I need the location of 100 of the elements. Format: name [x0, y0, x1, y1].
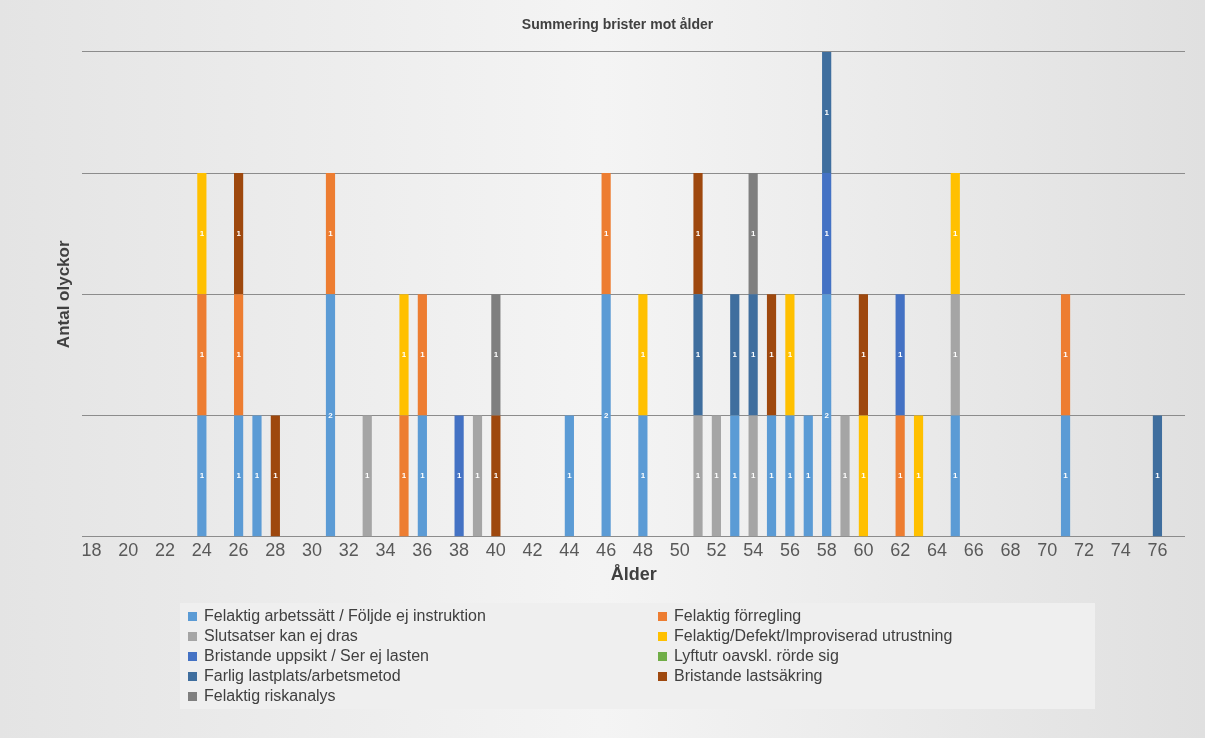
data-label: 1 [953, 471, 959, 481]
bar [730, 415, 740, 537]
data-label: 1 [824, 228, 830, 238]
bar [601, 173, 611, 295]
bar [1060, 294, 1071, 416]
x-tick-label: 28 [265, 539, 286, 560]
x-tick-label: 48 [632, 539, 653, 560]
data-label: 1 [493, 471, 499, 481]
bar [785, 415, 795, 537]
data-label: 1 [1063, 350, 1069, 360]
data-label: 1 [714, 471, 720, 481]
data-label: 1 [199, 350, 205, 360]
x-tick-label: 68 [1000, 539, 1021, 560]
data-label: 2 [603, 410, 609, 420]
bar [822, 294, 832, 537]
data-label: 1 [861, 350, 867, 360]
data-label: 1 [420, 471, 426, 481]
x-tick-label: 36 [412, 539, 433, 560]
data-label: 1 [493, 350, 499, 360]
data-label: 1 [567, 471, 573, 481]
legend-label: Felaktig förregling [674, 607, 802, 625]
legend-label: Felaktig riskanalys [204, 687, 336, 705]
legend-label: Slutsatser kan ej dras [204, 627, 358, 645]
y-axis-title: Antal olyckor [53, 240, 73, 349]
bar [950, 294, 960, 416]
data-label: 1 [897, 350, 903, 360]
bar [638, 294, 648, 416]
x-tick-label: 44 [559, 539, 580, 560]
bar [785, 294, 795, 416]
bar [822, 173, 832, 295]
bar [325, 173, 336, 295]
data-label: 1 [787, 350, 793, 360]
bar [325, 294, 336, 537]
data-label: 1 [328, 228, 334, 238]
bar [601, 294, 611, 537]
bar [638, 415, 648, 537]
bar [748, 415, 758, 537]
data-label: 1 [750, 350, 756, 360]
bar [822, 51, 832, 174]
bar [234, 173, 244, 295]
x-tick-label: 76 [1147, 539, 1168, 560]
data-label: 1 [953, 228, 959, 238]
x-tick-label: 22 [155, 539, 176, 560]
bar [858, 415, 868, 537]
data-label: 1 [1063, 471, 1069, 481]
data-label: 1 [787, 471, 793, 481]
bar [491, 294, 501, 416]
chart-title: Summering brister mot ålder [521, 16, 714, 33]
data-label: 1 [475, 471, 481, 481]
x-tick-label: 18 [81, 539, 102, 560]
data-label: 1 [640, 350, 646, 360]
data-label: 1 [916, 471, 922, 481]
bar [472, 415, 483, 537]
data-label: 1 [199, 228, 205, 238]
bar [766, 415, 777, 537]
data-label: 1 [750, 228, 756, 238]
bar [766, 294, 777, 416]
legend-label: Bristande uppsikt / Ser ej lasten [204, 647, 430, 665]
data-label: 1 [695, 471, 701, 481]
legend-label: Bristande lastsäkring [674, 667, 823, 685]
x-tick-label: 50 [669, 539, 690, 560]
bar [895, 294, 905, 416]
bar [913, 415, 924, 537]
data-label: 1 [236, 471, 242, 481]
bar [362, 415, 372, 537]
data-label: 1 [456, 471, 462, 481]
bar [840, 415, 850, 537]
x-axis-title: Ålder [610, 564, 657, 585]
bar [417, 294, 427, 416]
legend-label: Lyftutr oavskl. rörde sig [674, 647, 839, 665]
x-tick-label: 54 [743, 539, 764, 560]
x-tick-label: 32 [338, 539, 359, 560]
bar [399, 415, 409, 537]
legend-label: Farlig lastplats/arbetsmetod [204, 667, 401, 685]
x-tick-label: 72 [1073, 539, 1094, 560]
x-tick-label: 66 [963, 539, 984, 560]
data-label: 1 [732, 471, 738, 481]
bar [270, 415, 280, 537]
bar [693, 294, 703, 416]
data-label: 1 [640, 471, 646, 481]
data-label: 1 [236, 228, 242, 238]
x-tick-label: 46 [596, 539, 617, 560]
x-tick-label: 20 [118, 539, 139, 560]
bar [693, 415, 703, 537]
x-tick-label: 52 [706, 539, 727, 560]
bar [197, 294, 207, 416]
data-label: 1 [824, 107, 830, 117]
x-tick-label: 70 [1037, 539, 1058, 560]
bar [950, 173, 960, 295]
x-tick-label: 56 [779, 539, 800, 560]
x-tick-label: 26 [228, 539, 249, 560]
x-tick-label: 62 [890, 539, 911, 560]
bar [252, 415, 262, 537]
data-label: 1 [401, 471, 407, 481]
bar [895, 415, 905, 537]
bar [748, 173, 758, 295]
data-label: 1 [769, 471, 775, 481]
x-tick-label: 64 [926, 539, 947, 560]
x-tick-label: 42 [522, 539, 543, 560]
bar [197, 173, 207, 295]
